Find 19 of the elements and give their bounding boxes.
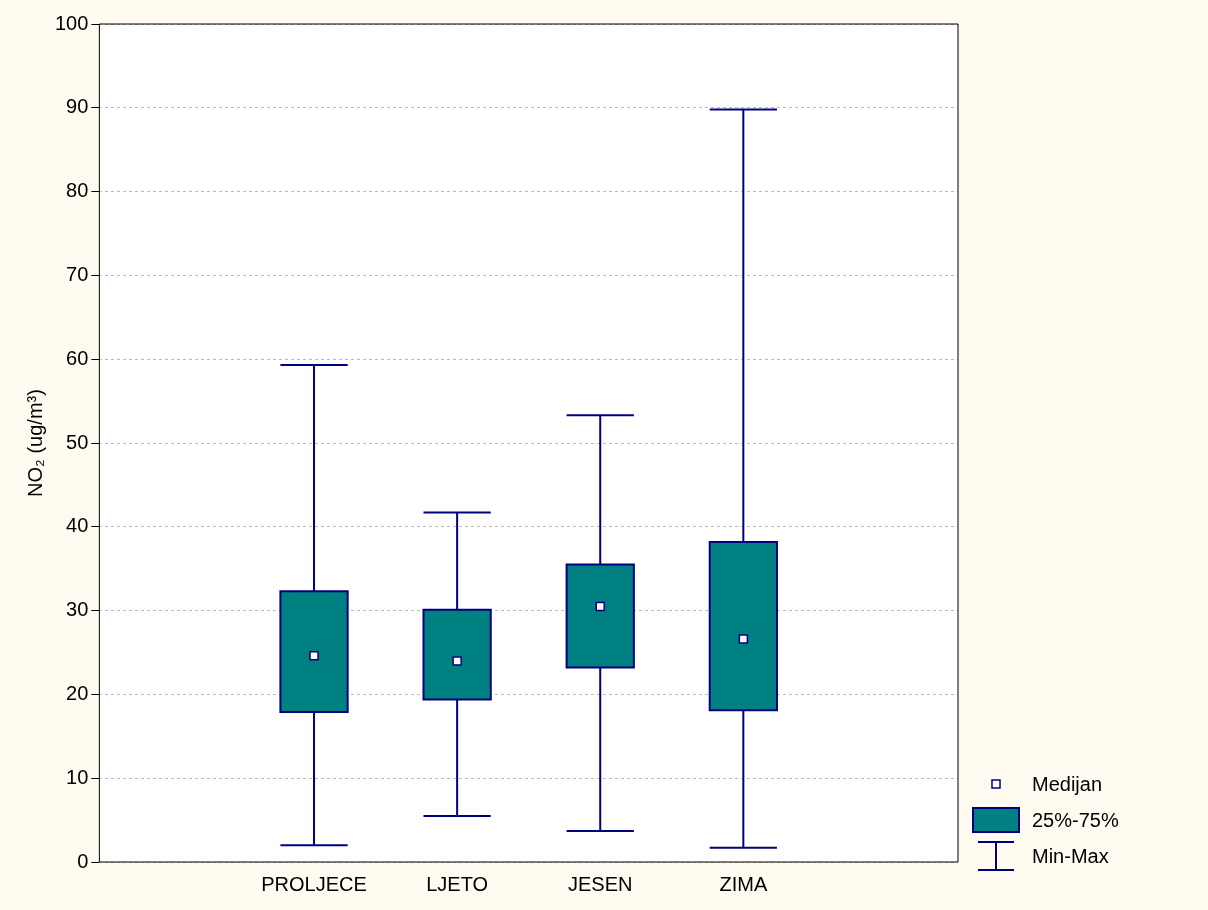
y-tick-label: 10 [66,765,89,788]
y-tick-label: 60 [66,346,89,369]
y-tick-label: 50 [66,430,89,453]
x-tick-label: ZIMA [719,872,768,895]
y-tick-label: 90 [66,95,89,118]
text: Min-Max [1032,844,1109,868]
text: 25%-75% [1032,808,1119,832]
y-tick-label: 70 [66,262,89,285]
y-tick-label: 80 [66,179,89,202]
x-tick-label: LJETO [426,872,489,895]
y-tick-label: 100 [54,11,89,34]
text: Medijan [1032,772,1103,796]
y-tick-label: 20 [66,681,89,704]
y-tick-label: 40 [66,514,89,537]
y-tick-label: 0 [77,849,89,872]
y-axis-title: NO₂ (ug/m³) [23,389,46,497]
y-tick-label: 30 [66,598,89,621]
x-tick-label: JESEN [568,872,633,895]
x-tick-label: PROLJECE [261,872,367,895]
